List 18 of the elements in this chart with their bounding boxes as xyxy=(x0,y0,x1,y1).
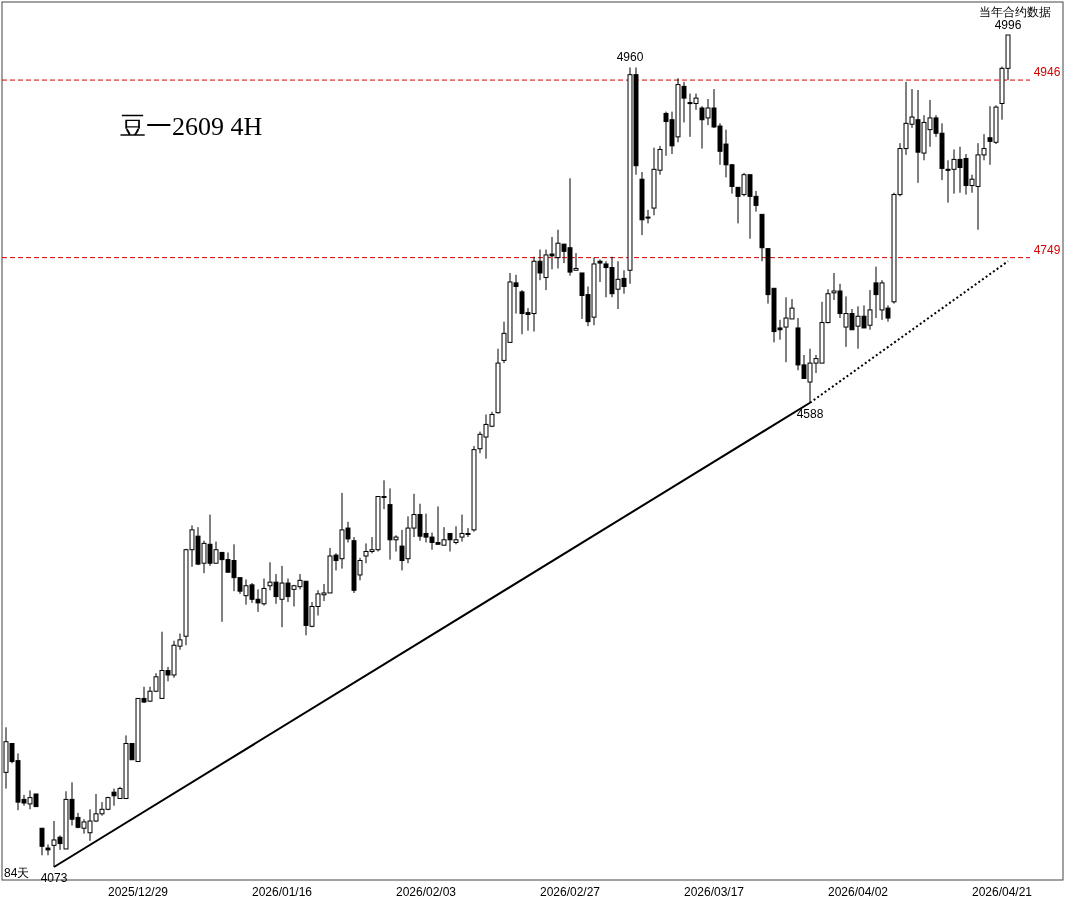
candlestick xyxy=(39,827,45,856)
text: 当年合约数据 xyxy=(979,5,1051,19)
annotation: 84天 xyxy=(4,866,30,880)
text: 豆一2609 4H xyxy=(120,112,263,141)
x-tick-label: 2026/02/27 xyxy=(539,885,601,899)
candlestick xyxy=(45,843,51,856)
x-tick-label: 2025/12/29 xyxy=(107,885,169,899)
annotation: 4996 xyxy=(994,18,1022,32)
x-tick-label: 2026/01/16 xyxy=(251,885,313,899)
annotation: 4588 xyxy=(796,406,824,421)
x-tick-label: 2026/03/17 xyxy=(683,885,745,899)
ref-line-label: 4946 xyxy=(1033,65,1061,80)
annotation: 4073 xyxy=(40,871,68,885)
x-tick-label: 2026/04/21 xyxy=(971,885,1033,899)
x-tick-label: 2026/02/03 xyxy=(395,885,457,899)
ref-line-label: 4749 xyxy=(1033,242,1061,257)
annotation: 4960 xyxy=(616,50,644,65)
x-tick-label: 2026/04/02 xyxy=(827,885,889,899)
